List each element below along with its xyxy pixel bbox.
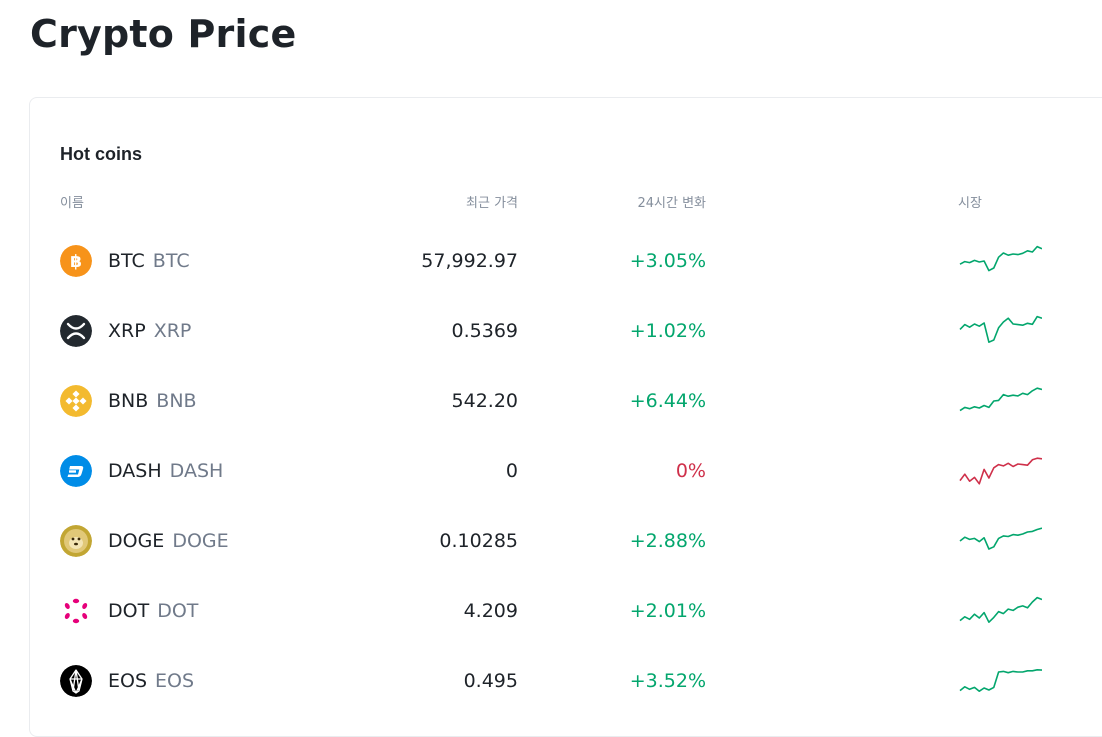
column-header-price: 최근 가격	[466, 196, 518, 211]
sparkline-path	[959, 387, 1042, 412]
coin-row[interactable]: DOGE DOGE 0.10285 +2.88%	[30, 506, 1102, 576]
polkadot-icon	[60, 595, 92, 627]
sparkline-path	[959, 669, 1042, 693]
coin-price: 542.20	[451, 390, 518, 412]
coin-symbol: EOS	[155, 670, 195, 692]
coin-symbol: BTC	[152, 250, 190, 272]
svg-text:฿: ฿	[70, 252, 82, 272]
dash-icon	[60, 455, 92, 487]
coin-price: 0.5369	[451, 320, 518, 342]
coin-name: BNB BNB	[108, 390, 197, 412]
coin-name: BTC BTC	[108, 250, 190, 272]
coin-name-label: BTC	[108, 250, 145, 272]
coin-symbol: DOT	[157, 600, 199, 622]
sparkline-path	[959, 527, 1042, 550]
coin-name: DOGE DOGE	[108, 530, 229, 552]
coin-name: EOS EOS	[108, 670, 194, 692]
coin-symbol: BNB	[156, 390, 197, 412]
xrp-icon	[60, 315, 92, 347]
coin-row[interactable]: BNB BNB 542.20 +6.44%	[30, 366, 1102, 436]
coin-name-label: DOGE	[108, 530, 165, 552]
market-sparkline	[959, 245, 1042, 272]
market-sparkline	[959, 669, 1042, 693]
coin-price: 57,992.97	[421, 250, 518, 272]
column-header-name: 이름	[60, 196, 84, 211]
coin-row[interactable]: XRP XRP 0.5369 +1.02%	[30, 296, 1102, 366]
coin-row[interactable]: DOT DOT 4.209 +2.01%	[30, 576, 1102, 646]
doge-icon	[60, 525, 92, 557]
coin-price: 0.10285	[439, 530, 518, 552]
sparkline-path	[959, 596, 1042, 624]
bnb-icon	[60, 385, 92, 417]
coin-name: DOT DOT	[108, 600, 198, 622]
coin-price: 4.209	[463, 600, 518, 622]
hot-coins-card	[29, 97, 1102, 737]
coin-name: XRP XRP	[108, 320, 191, 342]
market-sparkline	[959, 527, 1042, 550]
page-title: Crypto Price	[30, 12, 297, 56]
sparkline-path	[959, 457, 1042, 485]
coin-price: 0	[505, 460, 518, 482]
column-header-change: 24시간 변화	[637, 196, 706, 211]
coin-row[interactable]: DASH DASH 0 0%	[30, 436, 1102, 506]
hot-coins-title: Hot coins	[60, 144, 143, 164]
coin-change: +2.88%	[629, 530, 706, 552]
market-sparkline	[959, 387, 1042, 412]
coin-name-label: EOS	[108, 670, 148, 692]
market-sparkline	[959, 315, 1042, 344]
coin-change: +3.05%	[629, 250, 706, 272]
coin-name-label: XRP	[108, 320, 146, 342]
sparkline-path	[959, 315, 1042, 344]
eos-icon	[60, 665, 92, 697]
coin-change: 0%	[675, 460, 706, 482]
coin-symbol: DOGE	[172, 530, 229, 552]
coin-change: +2.01%	[629, 600, 706, 622]
coin-change: +6.44%	[629, 390, 706, 412]
coin-row[interactable]: ฿ BTC BTC 57,992.97 +3.05%	[30, 226, 1102, 296]
coin-name-label: DOT	[108, 600, 150, 622]
coin-change: +3.52%	[629, 670, 706, 692]
bitcoin-icon: ฿	[60, 245, 92, 277]
coin-row[interactable]: EOS EOS 0.495 +3.52%	[30, 646, 1102, 716]
coin-change: +1.02%	[629, 320, 706, 342]
market-sparkline	[959, 457, 1042, 485]
market-sparkline	[959, 596, 1042, 624]
coin-name-label: DASH	[108, 460, 162, 482]
coin-price: 0.495	[463, 670, 518, 692]
coin-symbol: XRP	[153, 320, 192, 342]
coin-name-label: BNB	[108, 390, 149, 412]
sparkline-path	[959, 245, 1042, 272]
column-header-market: 시장	[958, 196, 982, 211]
coin-name: DASH DASH	[108, 460, 223, 482]
coin-symbol: DASH	[169, 460, 224, 482]
